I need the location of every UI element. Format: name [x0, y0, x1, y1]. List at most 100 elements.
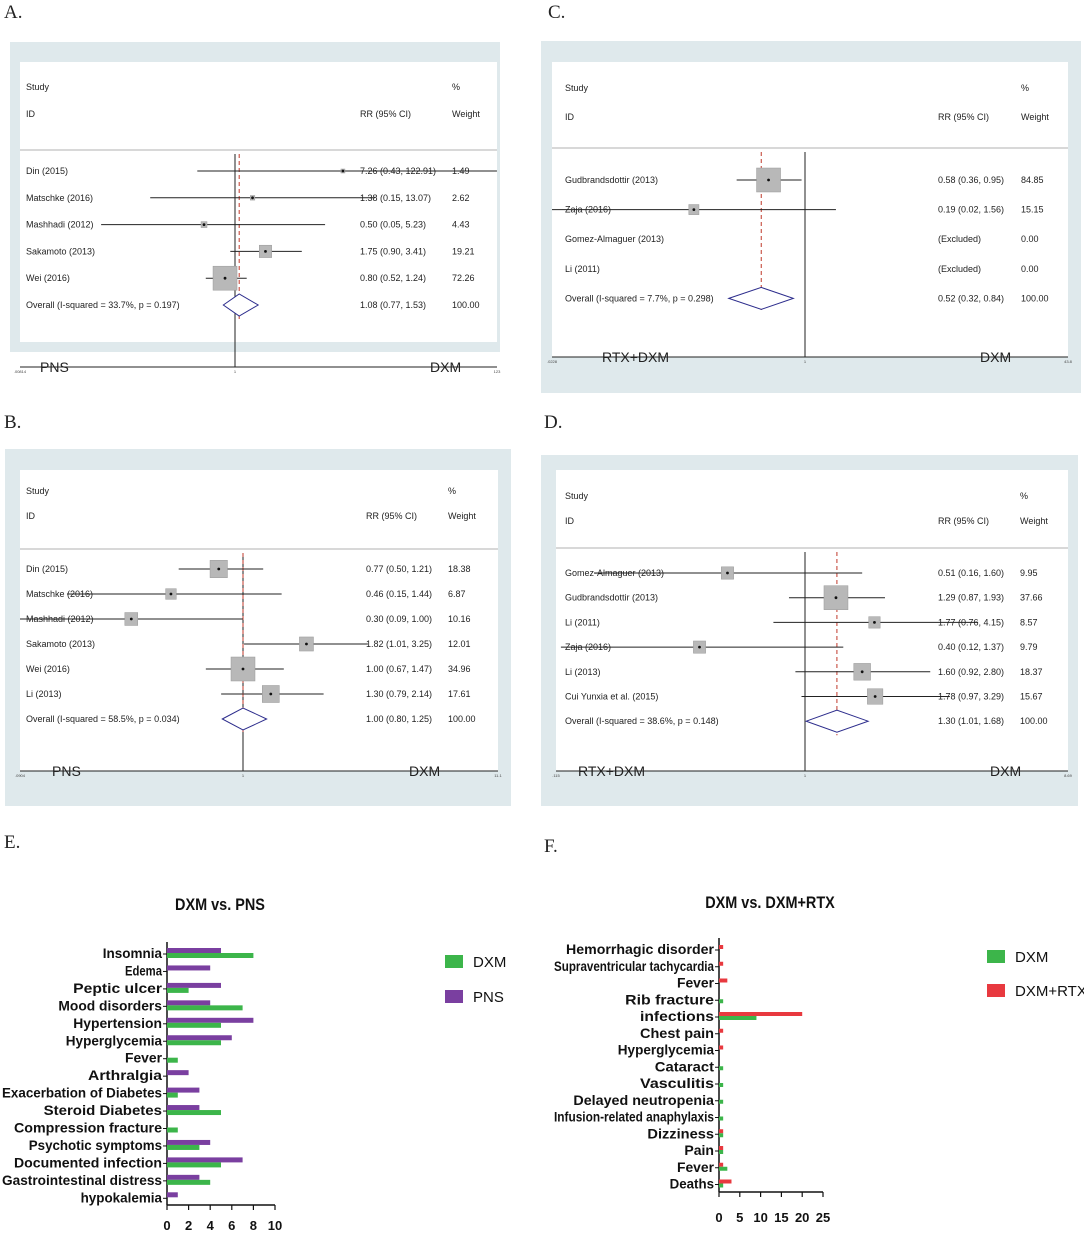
bar-2-bar-dxm-rtx [719, 1146, 724, 1150]
bar-1-legend-swatch [445, 990, 463, 1003]
bar-2-x-tick-label: 15 [774, 1210, 788, 1225]
forest-3-study-label: Gomez-Almaguer (2013) [565, 234, 664, 244]
forest-3-overall-diamond [727, 286, 795, 310]
bar-1-legend-swatch [445, 955, 463, 968]
forest-1-study-ci: 0.50 (0.05, 5.23) [360, 220, 426, 230]
bar-2-category-label: Fever [677, 975, 715, 991]
bar-2-category-label: Supraventricular tachycardia [554, 958, 714, 974]
forest-4-overall-weight: 100.00 [1020, 716, 1048, 726]
bar-2-category-label: Deaths [670, 1176, 715, 1192]
forest-2-study-weight: 12.01 [448, 639, 471, 649]
forest-4-study-weight: 18.37 [1020, 667, 1043, 677]
forest-3-header-weight: Weight [1021, 112, 1049, 122]
bar-1-category-label: Steroid Diabetes [44, 1102, 163, 1118]
bar-1-bar-pns [167, 1070, 189, 1076]
bar-1-bar-dxm [167, 1005, 243, 1011]
forest-4-study-label: Gudbrandsdottir (2013) [565, 593, 658, 603]
forest-2-study-weight: 10.16 [448, 614, 471, 624]
bar-2-panel-label: F. [544, 836, 558, 857]
bar-2-bar-dxm [719, 1150, 724, 1154]
forest-1-tick-label: 123 [494, 369, 501, 374]
bar-1-bar-pns [167, 1174, 200, 1180]
forest-1-overall-weight: 100.00 [452, 300, 480, 310]
forest-4-study-weight: 9.95 [1020, 568, 1038, 578]
forest-2-header-rr: RR (95% CI) [366, 511, 417, 521]
bar-2-category-label: Delayed neutropenia [573, 1092, 714, 1108]
bar-2-bar-dxm [719, 1099, 724, 1104]
bar-2-x-tick-label: 20 [795, 1210, 809, 1225]
bar-2-bar-dxm-rtx [719, 945, 724, 949]
bar-2-legend-label: DXM [1015, 949, 1048, 966]
bar-1-category-label: Documented infection [14, 1154, 162, 1170]
forest-3-point-estimate [767, 178, 770, 182]
forest-4-overall-diamond [804, 709, 870, 733]
bar-1-bar-pns [167, 1035, 232, 1041]
forest-3-tick-label: 1 [804, 359, 807, 364]
bar-1-bar-pns [167, 948, 221, 953]
forest-4-right-favours-label: DXM [990, 763, 1021, 779]
forest-1-study-label: Sakamoto (2013) [26, 246, 95, 256]
forest-4-point-estimate [873, 621, 876, 624]
bar-1-bar-pns [167, 1105, 200, 1111]
bar-1-x-tick-label: 2 [185, 1218, 192, 1233]
forest-2-point-estimate [305, 642, 308, 646]
bar-1-category-label: Insomnia [103, 945, 162, 961]
bar-2-category-label: Rib fracture [625, 991, 714, 1007]
forest-3-panel-label: C. [548, 2, 565, 23]
forest-1-point-estimate [223, 276, 227, 280]
forest-4-header-id: ID [565, 516, 575, 526]
forest-4-overall-ci: 1.30 (1.01, 1.68) [938, 716, 1004, 726]
forest-2-study-label: Li (2013) [26, 689, 62, 699]
forest-2-point-estimate [129, 617, 133, 621]
bar-1-category-label: Mood disorders [58, 997, 162, 1013]
bar-1-bar-pns [167, 1157, 243, 1163]
bar-2-bar-dxm-rtx [719, 1129, 724, 1134]
forest-3-overall-ci: 0.52 (0.32, 0.84) [938, 293, 1004, 303]
forest-3-tick-label: .0228 [547, 359, 558, 364]
forest-2-header-id: ID [26, 511, 36, 521]
bar-2-title: DXM vs. DXM+RTX [705, 894, 835, 912]
bar-1-x-tick-label: 8 [250, 1218, 257, 1233]
forest-2-overall-ci: 1.00 (0.80, 1.25) [366, 714, 432, 724]
forest-1-point-estimate [264, 250, 267, 253]
bar-1-legend-label: DXM [473, 954, 506, 971]
bar-2-bar-dxm-rtx [719, 961, 724, 966]
forest-2-panel-label: B. [4, 412, 21, 433]
bar-2-category-label: Fever [677, 1159, 715, 1175]
forest-1-study-weight: 2.62 [452, 193, 470, 203]
bar-1-bar-dxm [167, 1022, 221, 1028]
bar-1-bar-pns [167, 1192, 178, 1198]
bar-1-bar-dxm [167, 1179, 211, 1185]
bar-1-category-label: Hyperglycemia [66, 1032, 162, 1048]
forest-3-study-label: Li (2011) [565, 264, 600, 274]
forest-4-study-ci: 1.29 (0.87, 1.93) [938, 593, 1004, 603]
bar-1-bar-pns [167, 1139, 211, 1145]
bar-1-bar-dxm [167, 1110, 221, 1116]
bar-2-x-tick-label: 0 [715, 1210, 722, 1225]
forest-2-point-estimate [241, 667, 245, 671]
bar-2-bar-dxm [719, 1066, 724, 1071]
forest-2-header-weight: Weight [448, 511, 476, 521]
bar-1-bar-dxm [167, 1144, 200, 1150]
forest-1-header-rr: RR (95% CI) [360, 109, 411, 119]
bar-1-x-tick-label: 4 [207, 1218, 215, 1233]
forest-4-tick-label: .115 [552, 773, 560, 778]
bar-2-bar-dxm [719, 1083, 724, 1087]
bar-2-bar-dxm [719, 999, 724, 1004]
bar-2-bar-dxm [719, 1133, 724, 1138]
forest-1-right-favours-label: DXM [430, 359, 461, 375]
forest-1-study-weight: 4.43 [452, 220, 470, 230]
bar-2-category-label: Vasculitis [640, 1075, 714, 1091]
forest-4-weight-box [823, 585, 849, 610]
forest-4-header-pct: % [1020, 491, 1028, 501]
bar-1-category-label: Edema [125, 962, 162, 978]
bar-2-bar-dxm-rtx [719, 1162, 724, 1167]
forest-2-study-label: Din (2015) [26, 564, 68, 574]
bar-2-bar-dxm [719, 1183, 724, 1188]
forest-4-study-ci: 0.51 (0.16, 1.60) [938, 568, 1004, 578]
bar-2-category-label: Chest pain [640, 1025, 714, 1041]
forest-4-study-label: Cui Yunxia et al. (2015) [565, 692, 658, 702]
bar-2-bar-dxm-rtx [719, 1012, 803, 1016]
forest-4-header-study: Study [565, 491, 589, 501]
